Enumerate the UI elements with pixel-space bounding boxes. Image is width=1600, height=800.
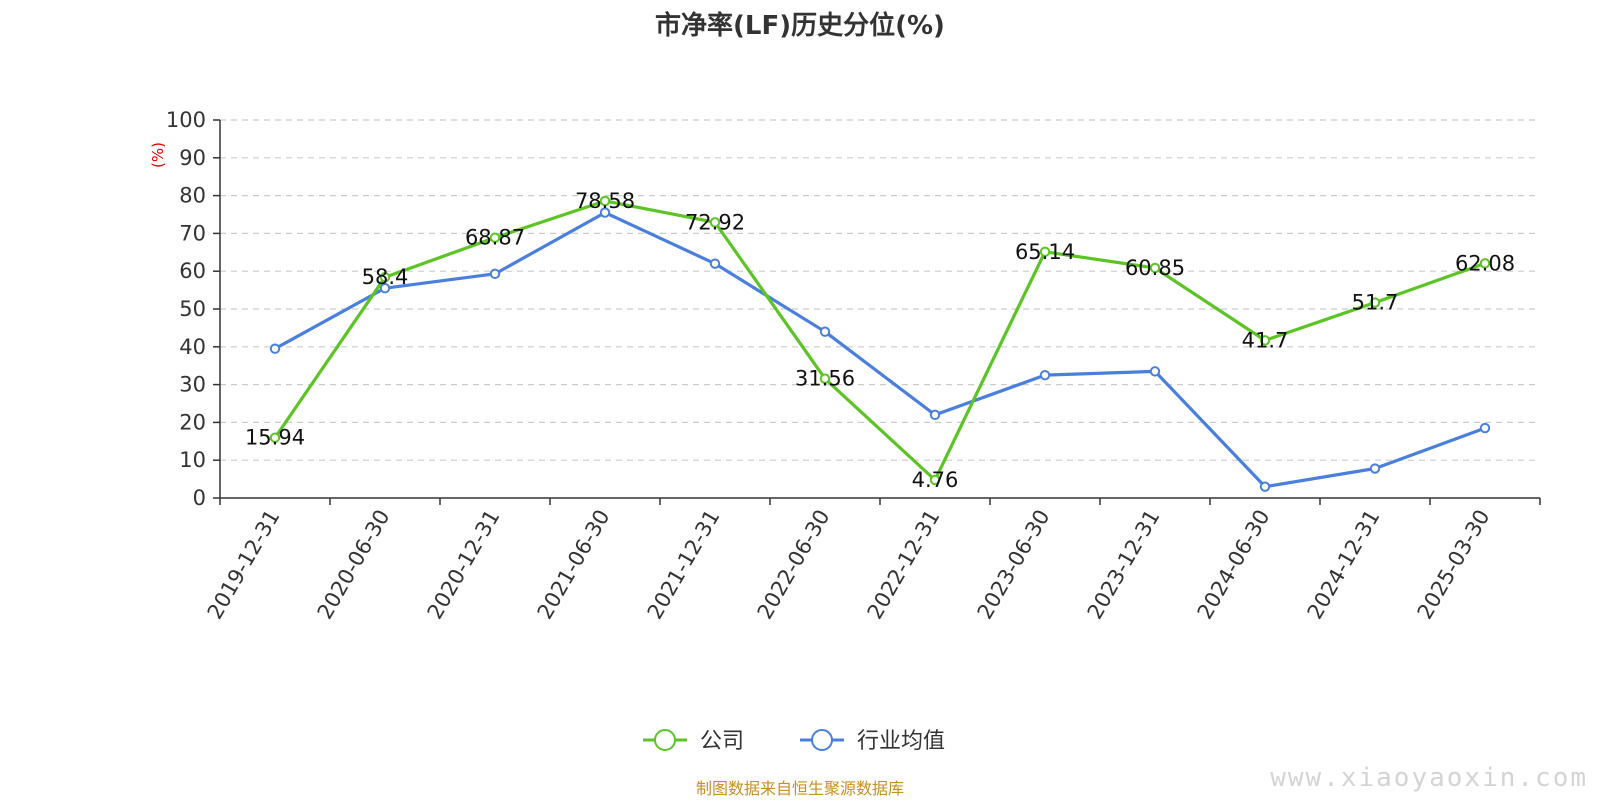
data-label: 65.14 (1015, 240, 1075, 264)
legend: 公司 行业均值 (643, 729, 945, 754)
data-point-1 (599, 207, 611, 218)
x-tick-label: 2020-12-31 (423, 506, 505, 624)
data-point-0 (599, 195, 611, 207)
data-label: 15.94 (245, 426, 305, 450)
series-line-0 (273, 199, 1486, 482)
data-point-0 (1479, 258, 1491, 269)
x-tick-label: 2019-12-31 (203, 506, 285, 624)
y-tick-label: 100 (166, 108, 206, 132)
data-point-0 (1259, 335, 1271, 346)
data-labels: 15.94 58.4 68.87 78.58 72.92 31.56 4.76 65.14 60… (245, 189, 1515, 492)
x-axis-ticks: 2019-12-31 2020-06-30 2020-12-31 2021-06-30… (203, 498, 1541, 624)
series-line-1 (274, 211, 1486, 489)
y-tick-label: 30 (179, 373, 206, 397)
data-label: 4.76 (912, 468, 959, 492)
x-tick-label: 2024-12-31 (1303, 506, 1385, 624)
data-point-1 (1149, 366, 1161, 377)
chart-title: 市净率(LF)历史分位(%) (655, 10, 945, 41)
data-point-0 (379, 272, 391, 283)
data-label: 58.4 (362, 265, 409, 289)
y-axis-unit: (%) (149, 142, 167, 168)
y-tick-label: 0 (193, 486, 206, 510)
data-point-0 (489, 232, 501, 243)
data-point-1 (489, 268, 501, 280)
data-point-0 (269, 432, 281, 443)
data-point-0 (709, 217, 721, 228)
y-tick-label: 40 (179, 335, 206, 359)
data-point-0 (819, 373, 831, 384)
y-tick-label: 20 (179, 410, 206, 434)
y-tick-label: 50 (179, 297, 206, 321)
x-tick-label: 2022-12-31 (863, 506, 945, 624)
data-point-1 (819, 326, 831, 337)
data-point-0 (1039, 246, 1051, 257)
data-point-1 (1039, 369, 1051, 381)
watermark: www.xiaoyaoxin.com (1270, 763, 1588, 793)
data-label: 72.92 (685, 210, 745, 234)
data-point-1 (379, 283, 391, 294)
x-tick-label: 2020-06-30 (313, 506, 395, 624)
data-label: 78.58 (575, 189, 635, 213)
x-tick-label: 2025-03-30 (1413, 506, 1495, 624)
y-axis-ticks: 0 10 20 30 40 50 60 70 80 90 100 (166, 108, 220, 510)
x-tick-label: 2023-12-31 (1083, 506, 1165, 624)
data-point-1 (929, 409, 941, 421)
data-label: 68.87 (465, 226, 525, 250)
data-point-1 (1369, 463, 1381, 474)
legend-item-1[interactable]: 行业均值 (800, 729, 945, 754)
x-tick-label: 2024-06-30 (1193, 506, 1275, 624)
data-label: 60.85 (1125, 256, 1185, 280)
data-point-1 (269, 343, 281, 354)
data-point-0 (1369, 297, 1381, 308)
y-tick-label: 90 (179, 146, 206, 170)
data-label: 31.56 (795, 367, 855, 391)
data-point-1 (1259, 481, 1271, 492)
data-point-1 (709, 258, 721, 269)
legend-label: 公司 (700, 729, 744, 754)
plot-area (269, 195, 1491, 492)
data-point-0 (929, 474, 941, 486)
x-tick-label: 2023-06-30 (973, 506, 1055, 624)
data-label: 62.08 (1455, 251, 1515, 275)
data-point-0 (1149, 262, 1161, 274)
legend-marker (654, 729, 676, 751)
y-tick-label: 10 (179, 448, 206, 472)
x-tick-label: 2021-12-31 (643, 506, 725, 624)
legend-label: 行业均值 (857, 729, 945, 754)
x-tick-label: 2022-06-30 (753, 506, 835, 624)
y-tick-label: 70 (179, 221, 206, 245)
y-tick-label: 80 (179, 184, 206, 208)
legend-marker (811, 729, 833, 751)
y-tick-label: 60 (179, 259, 206, 283)
data-label: 51.7 (1352, 291, 1399, 315)
data-label: 41.7 (1242, 328, 1289, 352)
data-point-1 (1479, 422, 1491, 434)
legend-item-0[interactable]: 公司 (643, 729, 744, 754)
x-tick-label: 2021-06-30 (533, 506, 615, 624)
grid (220, 119, 1540, 461)
source-note: 制图数据来自恒生聚源数据库 (696, 779, 904, 798)
